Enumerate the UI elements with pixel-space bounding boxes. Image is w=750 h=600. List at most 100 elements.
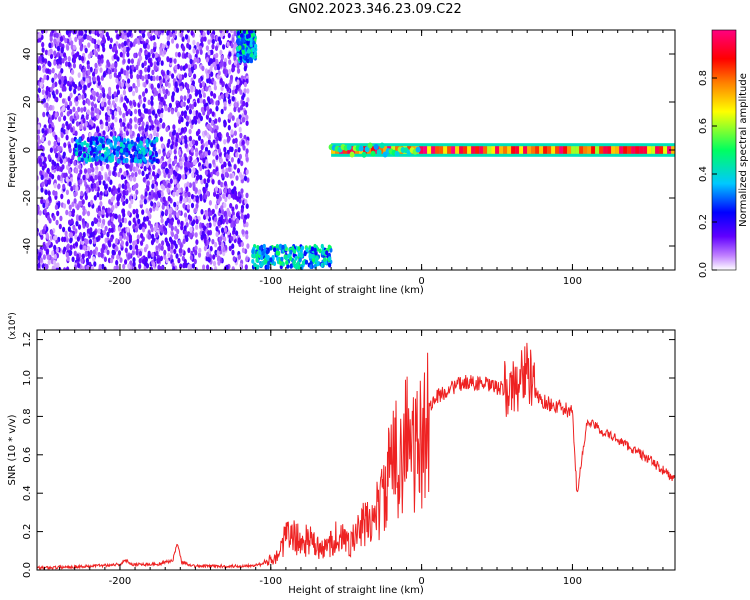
spectrogram-cell xyxy=(123,46,127,52)
spectrogram-cell xyxy=(523,146,528,154)
spectrogram-cell xyxy=(215,193,219,200)
spectrogram-cell xyxy=(102,36,106,43)
spectrogram-cell xyxy=(119,148,124,154)
spectrogram-cell xyxy=(275,244,279,249)
spectrogram-cell xyxy=(231,206,235,212)
spectrogram-cell xyxy=(48,123,52,130)
spectrogram-cell xyxy=(327,244,331,250)
spectrogram-cell xyxy=(157,192,162,199)
spectrogram-cell xyxy=(266,255,270,260)
spectrogram-cell xyxy=(143,96,147,103)
spectrogram-cell xyxy=(515,146,520,154)
spectrogram-cell xyxy=(160,143,165,149)
spectrogram-cell xyxy=(239,89,243,95)
spectrogram-cell xyxy=(241,247,245,254)
spectrogram-cell xyxy=(65,134,69,141)
spectrogram-cell xyxy=(71,154,75,161)
spectrogram-cell xyxy=(54,204,59,210)
spectrogram-cell xyxy=(111,114,115,120)
spectrogram-cell xyxy=(137,169,142,175)
spectrogram-cell xyxy=(183,212,188,218)
spectrogram-cell xyxy=(145,148,149,154)
spectrogram-cell xyxy=(160,96,164,103)
spectrogram-cell xyxy=(128,187,132,193)
spectrogram-cell xyxy=(179,95,184,101)
spectrogram-cell xyxy=(214,203,218,210)
spectrogram-cell xyxy=(73,160,77,166)
spectrogram-cell xyxy=(192,48,196,54)
spectrogram-cell xyxy=(113,91,117,97)
spectrogram-cell xyxy=(61,236,65,243)
spectrogram-cell xyxy=(160,112,164,119)
spectrogram-cell xyxy=(232,256,236,262)
spectrogram-cell xyxy=(69,237,73,244)
spectrogram-cell xyxy=(120,240,124,246)
spectrogram-cell xyxy=(471,146,476,154)
spectrogram-cell xyxy=(68,30,72,34)
spectrogram-cell xyxy=(113,45,118,51)
spectrogram-cell xyxy=(94,43,98,50)
spectrogram-cell xyxy=(169,168,173,174)
spectrogram-cell xyxy=(48,42,52,49)
spectrogram-cell xyxy=(228,68,232,75)
spectrogram-cell xyxy=(223,101,227,107)
spectrogram-cell xyxy=(63,115,67,121)
spectrogram-cell xyxy=(177,174,181,181)
spectrogram-cell xyxy=(157,257,161,264)
spectrogram-cell xyxy=(150,239,155,246)
spectrogram-cell xyxy=(61,164,65,170)
spectrogram-cell xyxy=(216,250,220,256)
spectrogram-cell xyxy=(265,249,269,255)
spectrogram-cell xyxy=(379,146,384,154)
spectrogram-cell xyxy=(223,161,227,168)
spectrogram-cell xyxy=(97,228,101,234)
spectrogram-cell xyxy=(97,251,101,258)
spectrogram-cell xyxy=(222,68,226,75)
spectrogram-cell xyxy=(91,136,96,142)
spectrogram-cell xyxy=(95,169,99,176)
spectrogram-cell xyxy=(203,238,207,244)
spectrogram-cell xyxy=(174,141,178,147)
spectrogram-cell xyxy=(187,191,191,198)
spectrogram-cell xyxy=(81,94,85,100)
spectrogram-cell xyxy=(451,146,456,154)
spectrogram-y-ticks: -40 -20 0 20 40 xyxy=(22,48,675,254)
spectrogram-cell xyxy=(141,75,145,82)
x-tick-label: 0 xyxy=(418,576,424,587)
spectrogram-cell xyxy=(68,204,72,211)
spectrogram-cell xyxy=(63,79,67,86)
spectrogram-cell xyxy=(153,130,157,137)
spectrogram-cell xyxy=(56,210,60,217)
spectrogram-cell xyxy=(41,89,45,95)
spectrogram-cell xyxy=(154,52,159,58)
spectrogram-cell xyxy=(173,201,177,208)
spectrogram-cell xyxy=(48,127,53,134)
spectrogram-cell xyxy=(74,234,78,240)
spectrogram-cell xyxy=(567,146,572,154)
spectrogram-cell xyxy=(86,228,90,234)
spectrogram-cell xyxy=(49,36,53,42)
spectrogram-cell xyxy=(56,165,60,172)
spectrogram-cell xyxy=(122,102,126,109)
spectrogram-cell xyxy=(51,265,55,270)
spectrogram-cell xyxy=(198,77,202,84)
spectrogram-cell xyxy=(71,69,75,75)
spectrogram-cell xyxy=(177,137,182,144)
spectrogram-cell xyxy=(102,130,106,136)
spectrogram-cell xyxy=(207,230,211,236)
spectrogram-cell xyxy=(125,143,129,149)
spectrogram-cell xyxy=(65,189,69,196)
spectrogram-cell xyxy=(125,70,129,76)
spectrogram-cell xyxy=(232,234,236,240)
spectrogram-cell xyxy=(236,30,240,36)
spectrogram-cell xyxy=(371,146,376,154)
spectrogram-cell xyxy=(40,187,44,193)
spectrogram-cell xyxy=(188,108,192,115)
y-tick-label: 20 xyxy=(22,96,33,109)
spectrogram-cell xyxy=(155,250,159,257)
spectrogram-cell xyxy=(107,138,111,144)
spectrogram-cell xyxy=(323,257,327,262)
spectrogram-cell xyxy=(158,123,162,130)
spectrogram-cell xyxy=(143,216,147,222)
spectrogram-cell xyxy=(219,62,223,68)
